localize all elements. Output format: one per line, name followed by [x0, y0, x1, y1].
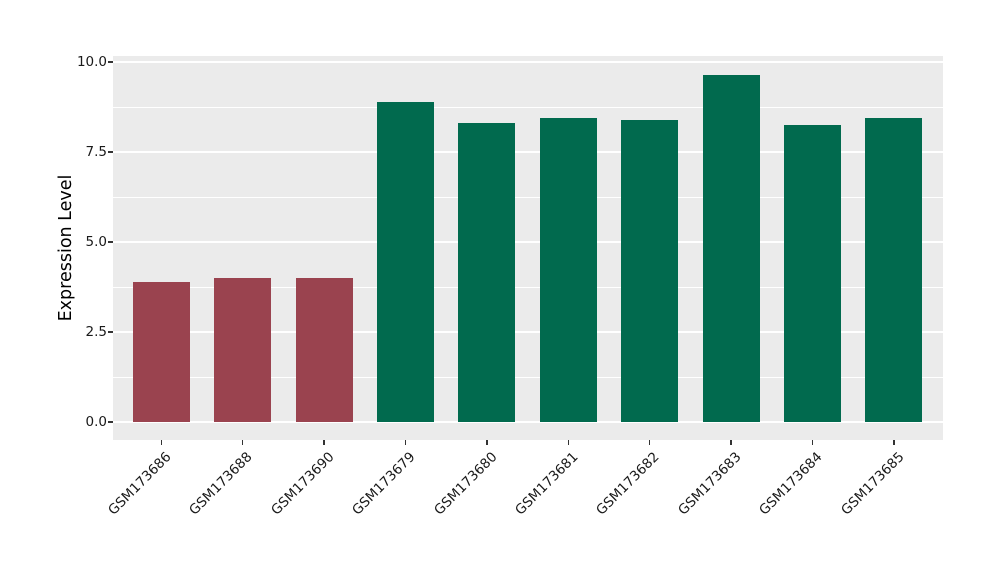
gridline-major [113, 421, 943, 423]
x-tick-label-GSM173682: GSM173682 [593, 449, 664, 519]
x-tick-label-GSM173681: GSM173681 [512, 449, 582, 519]
bar-GSM173683 [702, 74, 760, 422]
y-tick-label: 7.5 [85, 144, 107, 160]
y-tick-mark [108, 151, 113, 153]
x-tick-mark [486, 440, 488, 445]
x-tick-mark [811, 440, 814, 445]
y-tick-mark [108, 421, 113, 423]
gridline-minor [113, 286, 943, 288]
y-tick-mark [108, 61, 113, 63]
gridline-minor [113, 376, 943, 378]
y-tick-label: 2.5 [85, 324, 107, 340]
bar-GSM173681 [539, 117, 597, 422]
x-tick-mark [893, 440, 895, 445]
bar-GSM173682 [621, 119, 679, 422]
x-tick-mark [323, 440, 325, 445]
y-tick-mark [108, 241, 113, 243]
x-tick-label-GSM173688: GSM173688 [186, 449, 257, 519]
x-tick-mark [160, 440, 163, 445]
bar-GSM173685 [865, 117, 923, 422]
bar-GSM173684 [784, 125, 841, 422]
x-tick-mark [648, 440, 651, 445]
bar-GSM173686 [132, 281, 190, 422]
x-tick-label-GSM173685: GSM173685 [837, 449, 908, 519]
x-tick-label-GSM173684: GSM173684 [756, 449, 826, 519]
y-tick-label: 10.0 [76, 54, 107, 70]
x-tick-label-GSM173686: GSM173686 [105, 449, 175, 519]
x-tick-mark [404, 440, 407, 445]
x-tick-label-GSM173690: GSM173690 [267, 449, 338, 519]
x-tick-mark [730, 440, 732, 445]
y-tick-label: 5.0 [85, 234, 107, 250]
bar-GSM173688 [214, 278, 272, 422]
gridline-major [113, 151, 943, 153]
gridline-minor [113, 196, 943, 198]
bar-GSM173690 [295, 278, 353, 422]
gridline-major [113, 61, 943, 63]
plot-panel [113, 56, 943, 440]
gridline-minor [113, 106, 943, 108]
x-tick-label-GSM173680: GSM173680 [430, 449, 501, 519]
x-tick-label-GSM173679: GSM173679 [349, 449, 419, 519]
x-tick-mark [241, 440, 244, 445]
gridline-major [113, 331, 943, 333]
x-tick-label-GSM173683: GSM173683 [674, 449, 745, 519]
bar-GSM173679 [377, 101, 434, 422]
x-tick-mark [567, 440, 570, 445]
y-tick-label: 0.0 [85, 414, 107, 430]
gridline-major [113, 241, 943, 243]
y-tick-mark [108, 331, 113, 333]
bar-GSM173680 [458, 123, 516, 422]
